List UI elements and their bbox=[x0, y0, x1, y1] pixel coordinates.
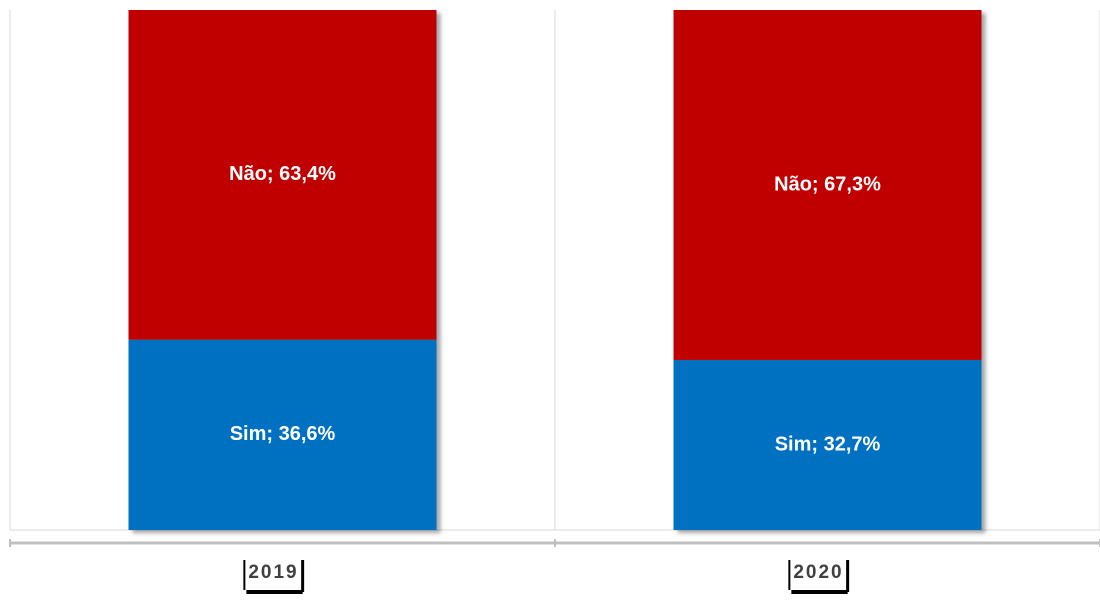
bar-segment bbox=[673, 359, 982, 530]
x-tick-label: 2020 bbox=[793, 562, 843, 583]
bar-stack bbox=[673, 10, 982, 530]
data-label: Não; 67,3% bbox=[774, 173, 881, 195]
x-tick-label: 2019 bbox=[248, 562, 298, 583]
data-label: Sim; 36,6% bbox=[230, 423, 336, 445]
data-label: Sim; 32,7% bbox=[775, 433, 881, 455]
bar-segment bbox=[128, 10, 437, 340]
bar-segment bbox=[128, 339, 437, 530]
bar-segment bbox=[673, 10, 982, 360]
bar-stack bbox=[128, 10, 437, 530]
data-label: Não; 63,4% bbox=[229, 163, 336, 185]
